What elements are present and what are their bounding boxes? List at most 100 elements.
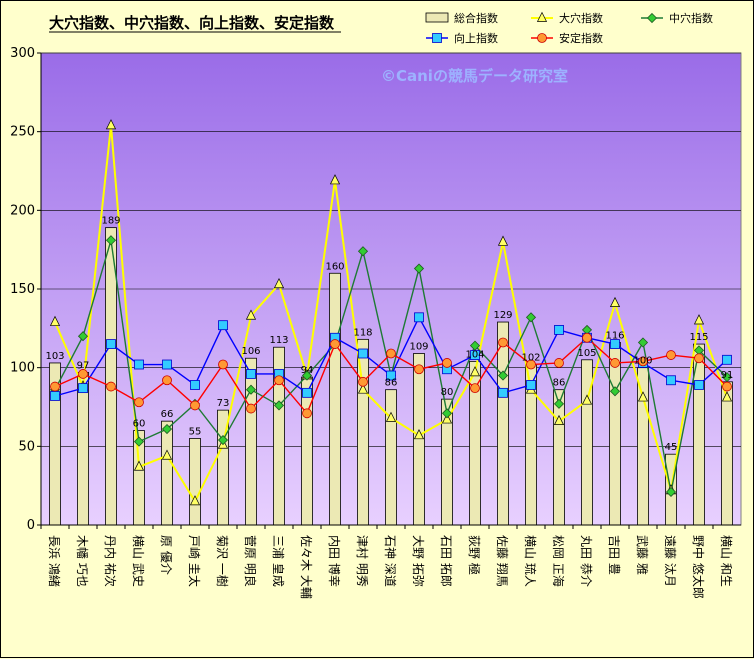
x-category-label: 荻野 極 — [467, 535, 482, 575]
series-point-2 — [357, 246, 369, 257]
bar-data-label: 104 — [465, 349, 484, 360]
series-point-4 — [218, 359, 228, 370]
series-point-4 — [498, 337, 508, 348]
legend-item: 大穴指数 — [531, 11, 603, 25]
bar-data-label: 106 — [241, 346, 260, 357]
series-point-2 — [469, 340, 481, 351]
legend-label: 大穴指数 — [559, 11, 603, 25]
legend-swatch-marker — [536, 11, 548, 22]
series-point-4 — [162, 375, 172, 386]
x-category-label: 佐藤 翔馬 — [495, 535, 509, 587]
x-category-label: 横山 和生 — [719, 535, 733, 587]
series-point-3 — [470, 350, 480, 360]
bar-data-label: 109 — [409, 342, 428, 353]
series-point-1 — [693, 314, 705, 325]
series-point-3 — [666, 375, 676, 386]
series-point-3 — [358, 348, 368, 359]
x-category-label: 丸田 恭介 — [579, 535, 593, 587]
series-point-2 — [441, 408, 453, 419]
y-tick-label: 150 — [10, 282, 35, 297]
bar-data-label: 55 — [189, 426, 202, 437]
y-tick-label: 300 — [10, 46, 35, 61]
y-tick-label: 50 — [18, 439, 35, 454]
bar — [245, 357, 257, 526]
bar — [497, 321, 509, 526]
series-point-2 — [161, 423, 173, 435]
bar-data-label: 100 — [633, 356, 652, 367]
series-point-4 — [554, 358, 564, 368]
series-point-3 — [554, 325, 564, 335]
bar-data-label: 66 — [161, 409, 174, 420]
series-point-1 — [245, 309, 257, 320]
series-point-3 — [218, 320, 228, 331]
series-point-3 — [526, 380, 536, 390]
bar-data-label: 45 — [665, 442, 678, 453]
series-point-1 — [49, 315, 61, 326]
series-point-4 — [638, 356, 648, 367]
bar — [721, 381, 733, 526]
legend-swatch-marker — [646, 12, 658, 24]
x-category-label: 長浜 鴻緒 — [47, 535, 62, 587]
series-point-3 — [134, 359, 144, 370]
bar-data-label: 86 — [553, 378, 566, 389]
x-category-label: 内田 博幸 — [327, 535, 342, 587]
x-category-label: 原 優介 — [159, 535, 173, 575]
x-category-label: 戸崎 圭太 — [187, 535, 202, 587]
series-point-4 — [694, 353, 704, 364]
series-point-2 — [609, 386, 621, 397]
series-point-2 — [217, 434, 229, 446]
legend-swatch-bar — [425, 12, 449, 23]
x-category-label: 武藤 雅 — [635, 535, 650, 575]
series-point-3 — [694, 380, 704, 390]
series-point-1 — [721, 391, 733, 402]
series-point-4 — [470, 383, 480, 394]
bar — [413, 353, 425, 526]
legend-label: 中穴指数 — [669, 11, 713, 25]
x-category-label: 野中 悠太郎 — [691, 535, 706, 599]
series-point-2 — [525, 312, 537, 323]
bar-data-label: 160 — [325, 261, 344, 272]
legend-item: 向上指数 — [426, 31, 498, 45]
chart-title: 大穴指数、中穴指数、向上指数、安定指数 — [49, 14, 335, 32]
legend-item: 総合指数 — [425, 11, 498, 25]
bar-data-label: 115 — [689, 332, 708, 343]
series-point-2 — [133, 436, 145, 447]
series-point-4 — [386, 348, 396, 359]
series-point-1 — [469, 366, 481, 377]
bar-data-label: 189 — [101, 216, 120, 227]
bar-data-label: 118 — [353, 327, 372, 338]
series-point-2 — [665, 486, 677, 498]
series-point-3 — [386, 370, 396, 381]
y-tick-label: 200 — [10, 203, 35, 218]
bar-data-label: 103 — [45, 351, 64, 362]
bar-data-label: 86 — [385, 378, 398, 389]
series-point-3 — [162, 359, 172, 370]
series-point-4 — [582, 332, 592, 343]
series-point-4 — [442, 358, 452, 368]
series-point-3 — [302, 387, 312, 398]
legend-swatch-marker — [432, 33, 442, 43]
bar-data-label: 102 — [521, 353, 540, 364]
series-point-2 — [553, 398, 565, 409]
series-point-3 — [50, 391, 60, 401]
x-category-label: 佐々木 大輔 — [299, 535, 313, 599]
bar-data-label: 91 — [721, 370, 734, 381]
bar — [637, 367, 649, 526]
legend-label: 安定指数 — [559, 31, 603, 45]
series-point-1 — [609, 296, 621, 308]
x-category-label: 木幡 巧也 — [75, 535, 90, 587]
bar — [329, 272, 341, 526]
series-point-4 — [302, 408, 312, 419]
bar — [77, 371, 89, 526]
legend-item: 中穴指数 — [641, 11, 713, 25]
bar-data-label: 113 — [269, 335, 288, 346]
series-point-1 — [189, 495, 201, 506]
bar — [609, 342, 621, 526]
series-point-4 — [274, 375, 284, 386]
bar — [161, 420, 173, 526]
series-point-2 — [301, 370, 313, 381]
series-point-4 — [190, 400, 200, 411]
bar — [553, 389, 565, 526]
bar-data-label: 129 — [493, 310, 512, 321]
series-point-4 — [330, 339, 340, 349]
